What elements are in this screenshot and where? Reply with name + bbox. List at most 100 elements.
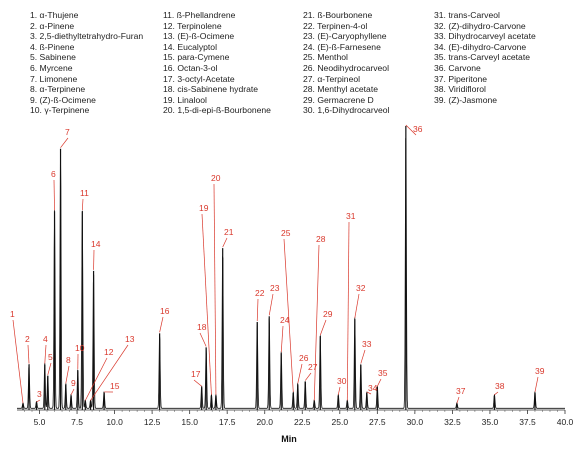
peak-label: 25	[281, 228, 291, 238]
leader-line	[268, 293, 274, 316]
x-tick-label: 7.5	[71, 417, 83, 427]
legend-item: 15. para-Cymene	[163, 52, 230, 63]
leader-line	[53, 179, 55, 211]
x-tick-label: 22.5	[294, 417, 311, 427]
peak-label: 13	[125, 334, 135, 344]
legend-item: 36. Carvone	[434, 62, 481, 73]
x-tick-label: 35.0	[482, 417, 499, 427]
leader-line	[256, 298, 259, 321]
chromatogram-trace	[17, 138, 565, 409]
peak-label: 33	[362, 339, 372, 349]
peak-label: 37	[456, 386, 466, 396]
peak-label: 12	[104, 347, 114, 357]
leader-line	[297, 363, 303, 384]
peak-label: 18	[197, 322, 207, 332]
leader-line	[36, 399, 41, 403]
legend-column-3: 21. ß-Bourbonene 22. Terpinen-4-ol 23. (…	[303, 10, 389, 116]
legend-item: 38. Viridiflorol	[434, 84, 486, 95]
legend-item: 16. Octan-3-ol	[163, 62, 218, 73]
x-tick-label: 12.5	[144, 417, 161, 427]
x-tick-label: 30.0	[407, 417, 424, 427]
peak-label: 21	[224, 227, 234, 237]
peak-label: 19	[199, 203, 209, 213]
x-tick-label: 10.0	[106, 417, 123, 427]
legend-item: 8. α-Terpinene	[30, 84, 86, 95]
peak-label: 15	[110, 381, 120, 391]
peaks-layer	[22, 126, 536, 410]
legend-item: 20. 1,5-di-epi-ß-Bourbonene	[163, 105, 271, 116]
peak-label: 2	[25, 334, 30, 344]
peak-label: 24	[280, 315, 290, 325]
legend-item: 22. Terpinen-4-ol	[303, 20, 368, 31]
x-tick-label: 17.5	[219, 417, 236, 427]
leader-line	[201, 213, 212, 395]
leader-line	[534, 376, 539, 393]
leader-lines	[12, 124, 539, 404]
leader-line	[319, 319, 327, 336]
legend-item: 4. ß-Pinene	[30, 41, 75, 52]
legend-item: 10. γ-Terpinene	[30, 105, 90, 116]
leader-line	[27, 344, 30, 364]
peak-label: 34	[368, 383, 378, 393]
legend-item: 25. Menthol	[303, 52, 348, 63]
leader-line	[280, 325, 284, 353]
legend-item: 3. 2,5-diethyltetrahydro-Furan	[30, 31, 144, 42]
legend-item: 14. Eucalyptol	[163, 41, 217, 52]
peak-label: 38	[495, 381, 505, 391]
legend-item: 5. Sabinene	[30, 52, 76, 63]
x-tick-label: 32.5	[444, 417, 461, 427]
leader-line	[337, 386, 341, 395]
legend-item: 35. trans-Carveyl acetate	[434, 52, 531, 63]
peak-label: 1	[10, 309, 15, 319]
leader-line	[283, 238, 294, 392]
legend-item: 11. ß-Phellandrene	[163, 10, 236, 20]
legend-column-2: 11. ß-Phellandrene 12. Terpinolene 13. (…	[163, 10, 271, 116]
peak-label: 26	[299, 353, 309, 363]
x-tick-label: 15.0	[181, 417, 198, 427]
leader-line	[70, 388, 75, 395]
peak-label: 6	[51, 169, 56, 179]
legend-item: 6. Myrcene	[30, 62, 73, 73]
leader-line	[84, 357, 108, 401]
peak-label: 27	[308, 362, 318, 372]
legend-item: 27. α-Terpineol	[303, 73, 361, 84]
leader-line	[213, 183, 217, 395]
peak-label: 20	[211, 173, 221, 183]
legend-item: 23. (E)-Caryophyllene	[303, 31, 387, 42]
leader-line	[199, 332, 207, 347]
legend-item: 28. Menthyl acetate	[303, 84, 379, 95]
peak-label: 9	[71, 378, 76, 388]
peak-label: 5	[48, 352, 53, 362]
leader-line	[377, 378, 382, 387]
peak-label: 28	[316, 234, 326, 244]
leader-line	[12, 319, 24, 404]
leader-line	[222, 237, 228, 248]
legend-item: 21. ß-Bourbonene	[303, 10, 373, 20]
peak-label: 36	[413, 124, 423, 134]
peak-label: 11	[80, 188, 89, 198]
peak-label: 22	[255, 288, 265, 298]
leader-line	[366, 391, 372, 395]
peak-label: 39	[535, 366, 545, 376]
legend-item: 12. Terpinolene	[163, 20, 222, 31]
leader-line	[456, 396, 460, 404]
leader-line	[346, 221, 350, 401]
legend-item: 30. 1,6-Dihydrocarveol	[303, 105, 390, 116]
leader-line	[405, 124, 417, 136]
legend-item: 32. (Z)-dihydro-Carvone	[434, 20, 526, 31]
legend-item: 9. (Z)-ß-Ocimene	[30, 94, 96, 105]
x-tick-label: 20.0	[256, 417, 273, 427]
leader-line	[313, 244, 320, 401]
legend-column-4: 31. trans-Carveol 32. (Z)-dihydro-Carvon…	[434, 10, 536, 105]
legend-item: 31. trans-Carveol	[434, 10, 500, 20]
leader-line	[47, 362, 52, 376]
leader-line	[65, 365, 70, 384]
legend-item: 33. Dihydrocarveyl acetate	[434, 31, 536, 42]
x-tick-label: 37.5	[519, 417, 536, 427]
x-tick-label: 25.0	[332, 417, 349, 427]
legend-item: 34. (E)-dihydro-Carvone	[434, 41, 527, 52]
legend-item: 37. Piperitone	[434, 73, 488, 84]
legend: 1. α-Thujene 2. α-Pinene 3. 2,5-diethylt…	[0, 0, 575, 115]
